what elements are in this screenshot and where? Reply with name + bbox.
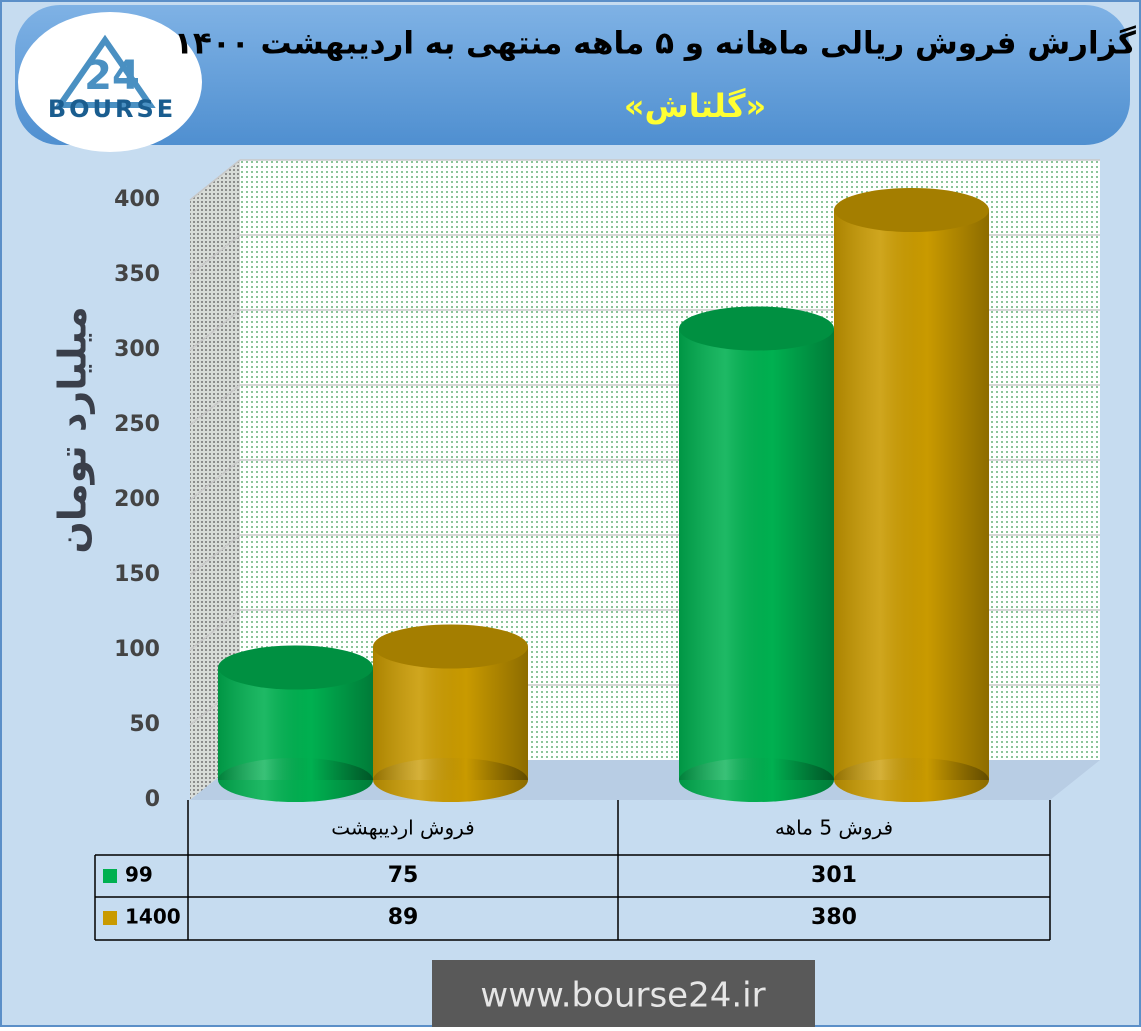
legend-label: 99 [125,863,153,887]
x-tick-label: فروش اردیبهشت [331,816,474,840]
y-axis-label: میلیارد تومان [51,306,95,553]
table-value: 380 [811,905,857,930]
bar-bottom-shade [834,758,989,802]
y-tick-label: 250 [114,412,160,437]
y-tick-label: 0 [145,787,160,812]
y-tick-label: 350 [114,262,160,287]
bar-top-shade [679,306,834,351]
bar-shade [679,328,834,780]
y-tick-label: 100 [114,637,160,662]
table-value: 89 [388,905,419,930]
bar-shade [373,646,528,780]
bar-top [373,624,528,669]
footer-bg [432,960,815,1027]
bar-top [834,188,989,232]
bar-bottom-shade [373,758,528,802]
legend-swatch [103,911,117,925]
grid-line-side [189,459,241,501]
bar-shade [834,210,989,780]
grid-line-side [189,234,241,276]
table-value: 75 [388,863,419,888]
x-tick-label: فروش 5 ماهه [775,816,893,840]
grid-line-side [189,534,241,576]
y-tick-label: 150 [114,562,160,587]
data-table [94,800,1051,941]
bar-top-shade [834,188,989,232]
logo-bg [18,12,202,152]
y-tick-label: 50 [129,712,160,737]
footer: www.bourse24.ir [480,976,765,1016]
grid-line-side [189,309,241,351]
bar-top [218,645,373,690]
logo-name: BOURSE [48,95,176,123]
bar-bottom-shade [218,758,373,802]
logo-number: 24 [84,53,140,99]
logo-shape [54,34,156,108]
chart-subtitle: «گلتاش» [624,87,766,125]
y-tick-label: 400 [114,187,160,212]
grid-line-side [189,609,241,651]
legend-swatch [103,869,117,883]
grid-line-side [189,384,241,426]
header [15,5,1130,145]
y-tick-label: 200 [114,487,160,512]
grid-line-side [189,159,241,201]
bar-top [679,306,834,351]
bar-top-shade [218,645,373,690]
bar-bottom-shade [679,758,834,802]
table-value: 301 [811,863,857,888]
bar-top-shade [373,624,528,669]
legend-label: 1400 [125,905,181,929]
y-tick-label: 300 [114,337,160,362]
chart-title: گزارش فروش ریالی ماهانه و ۵ ماهه منتهی ب… [174,25,1137,62]
